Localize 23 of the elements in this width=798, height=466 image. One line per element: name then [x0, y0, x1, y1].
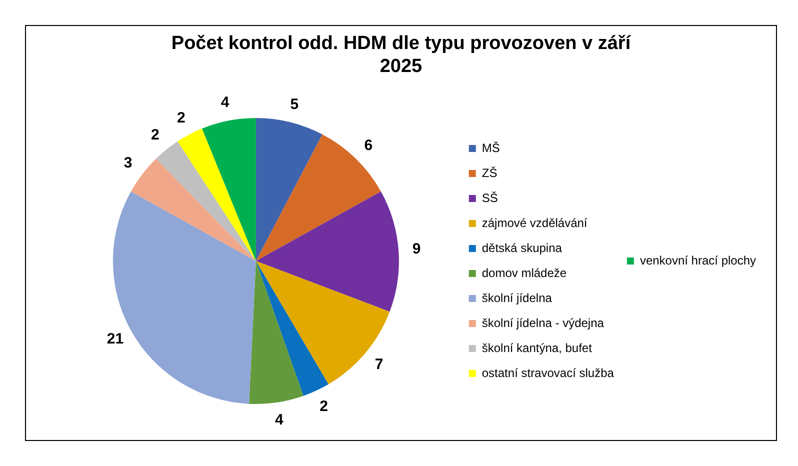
legend-label: dětská skupina	[482, 240, 562, 255]
data-label: 2	[150, 126, 160, 144]
legend-label: školní jídelna - výdejna	[482, 316, 604, 330]
data-label: 5	[290, 96, 299, 113]
legend-label: domov mládeže	[482, 266, 567, 280]
legend-label: SŠ	[482, 190, 498, 205]
data-label: 3	[124, 154, 132, 172]
legend-label: zájmové vzdělávání	[482, 216, 588, 230]
data-label: 21	[106, 330, 124, 348]
legend-label: venkovní hrací plochy	[640, 253, 756, 268]
legend-label: MŠ	[482, 140, 500, 155]
legend-label: ZŠ	[482, 166, 498, 180]
data-label: 2	[176, 110, 186, 127]
data-label: 9	[412, 240, 421, 258]
data-label: 4	[220, 94, 230, 112]
data-label: 4	[275, 411, 284, 428]
data-label: 7	[374, 356, 384, 373]
data-label: 2	[320, 398, 328, 416]
data-label: 6	[364, 136, 373, 154]
chart-title: Počet kontrol odd. HDM dle typu provozoven v září 2025	[170, 32, 632, 78]
legend-label: ostatní stravovací služba	[482, 366, 614, 380]
legend-label: školní jídelna	[482, 290, 552, 305]
legend-label: školní kantýna, bufet	[482, 340, 593, 355]
